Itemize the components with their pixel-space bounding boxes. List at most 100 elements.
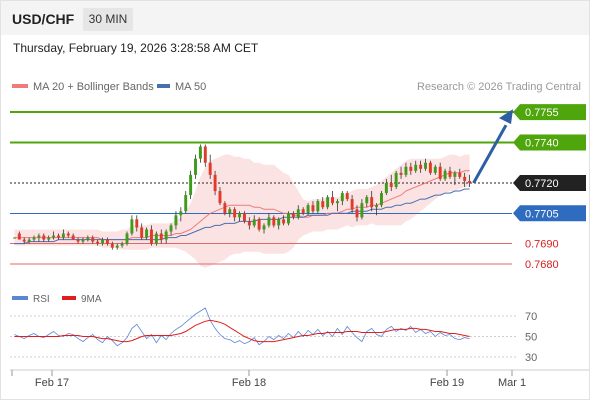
candle-body — [179, 211, 183, 216]
candle-body — [389, 182, 393, 187]
candle-body — [438, 166, 442, 179]
rsi-legend-swatch — [12, 296, 28, 300]
candle-body — [32, 237, 36, 240]
rsi-ma-line — [14, 319, 470, 343]
level-label-0.7705: 0.7705 — [525, 208, 559, 220]
candle-body — [17, 233, 21, 240]
candle-body — [463, 176, 467, 181]
candle-body — [42, 235, 46, 240]
candle-body — [267, 217, 271, 226]
candle-body — [335, 201, 339, 204]
datetime-label: Thursday, February 19, 2026 3:28:58 AM C… — [13, 41, 259, 55]
candle-body — [282, 219, 286, 224]
candle-body — [453, 172, 457, 177]
symbol-label: USD/CHF — [12, 11, 75, 27]
candle-body — [272, 217, 276, 226]
level-label-0.7755: 0.7755 — [525, 107, 559, 119]
rsi-legend-label: RSI — [33, 294, 50, 305]
ma20-legend-label: MA 20 + Bollinger Bands — [33, 81, 154, 93]
candle-body — [424, 162, 427, 169]
candle-body — [125, 233, 129, 244]
candle-body — [130, 219, 134, 234]
ma50-line — [14, 188, 470, 245]
x-label-3: Feb 19 — [430, 377, 464, 389]
candle-body — [365, 197, 369, 204]
candle-body — [448, 170, 452, 177]
candle-body — [12, 237, 16, 239]
candle-body — [61, 233, 65, 238]
candle-body — [370, 197, 374, 208]
timeframe-button[interactable]: 30 MIN — [83, 8, 133, 31]
ma50-legend-label: MA 50 — [175, 81, 206, 93]
forecast-arrow-head — [499, 109, 513, 125]
candle-body — [326, 197, 330, 208]
candle-body — [311, 205, 315, 212]
candle-body — [81, 239, 85, 242]
rsi-tick-30: 30 — [525, 352, 537, 364]
candle-body — [287, 213, 290, 224]
candle-body — [257, 219, 261, 230]
candle-body — [414, 164, 418, 171]
level-tag-0.7755: 0.7755 — [513, 104, 586, 121]
candle-body — [443, 170, 447, 179]
candle-body — [76, 239, 80, 242]
candle-body — [22, 239, 26, 242]
candle-body — [208, 162, 212, 175]
candle-body — [135, 219, 139, 228]
candle-body — [37, 235, 41, 238]
candle-body — [252, 219, 256, 226]
candle-body — [419, 164, 423, 169]
rsi-tick-50: 50 — [525, 332, 537, 344]
level-label-0.7740: 0.7740 — [525, 138, 559, 150]
level-tag-bg — [513, 174, 586, 191]
candle-body — [174, 215, 178, 226]
x-label-1: Feb 17 — [35, 377, 69, 389]
candle-body — [145, 229, 149, 238]
rsi-ma-legend-swatch — [62, 296, 76, 300]
ma20-legend-swatch — [12, 84, 28, 88]
level-tag-0.7740: 0.7740 — [513, 134, 586, 151]
candle-body — [404, 166, 408, 175]
candle-body — [203, 146, 207, 163]
candle-body — [262, 225, 266, 230]
candle-body — [150, 229, 153, 244]
candle-body — [159, 233, 163, 240]
candle-body — [91, 237, 95, 242]
candle-body — [468, 180, 472, 183]
candle-body — [291, 213, 295, 218]
candle-body — [296, 209, 300, 218]
candle-body — [194, 158, 197, 175]
level-label-0.7680: 0.7680 — [525, 259, 559, 271]
candle-body — [86, 237, 90, 240]
candle-body — [27, 239, 31, 242]
candle-body — [223, 203, 227, 214]
candle-body — [140, 227, 144, 238]
candle-body — [66, 233, 70, 236]
candle-body — [184, 195, 188, 212]
level-tag-bg — [513, 205, 586, 222]
candle-body — [321, 201, 325, 208]
candle-body — [233, 209, 237, 218]
rsi-tick-70: 70 — [525, 311, 537, 323]
candle-body — [96, 241, 100, 244]
candle-body — [355, 209, 359, 218]
candle-body — [345, 193, 349, 200]
candle-body — [238, 213, 242, 218]
candle-body — [384, 182, 388, 194]
candle-body — [120, 243, 124, 246]
rsi-ma-legend-label: 9MA — [81, 294, 102, 305]
level-label-0.7690: 0.7690 — [525, 239, 559, 251]
rsi-line — [14, 307, 470, 347]
candle-body — [105, 239, 109, 244]
level-label-0.7720: 0.7720 — [525, 178, 559, 190]
candle-body — [380, 193, 383, 206]
level-tag-bg — [513, 134, 586, 151]
candle-body — [306, 205, 310, 214]
x-label-4: Mar 1 — [498, 377, 526, 389]
candle-body — [399, 172, 403, 175]
credit-label: Research © 2026 Trading Central — [417, 81, 581, 93]
x-label-2: Feb 18 — [232, 377, 266, 389]
level-tag-0.7705: 0.7705 — [513, 205, 586, 222]
candle-body — [433, 166, 437, 173]
candle-body — [316, 201, 320, 212]
